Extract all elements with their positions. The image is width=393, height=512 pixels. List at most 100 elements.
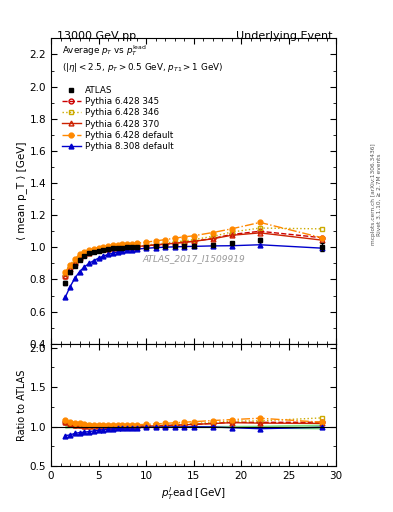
Pythia 8.308 default [87,260,92,266]
Pythia 6.428 346 [87,248,92,254]
Pythia 6.428 default [125,241,129,247]
Pythia 6.428 346 [172,239,177,245]
Line: Pythia 6.428 345: Pythia 6.428 345 [63,229,324,279]
Pythia 6.428 345 [258,228,263,234]
Pythia 6.428 346 [120,244,125,250]
Pythia 6.428 370 [87,249,92,255]
Text: ATLAS_2017_I1509919: ATLAS_2017_I1509919 [142,254,245,263]
Pythia 6.428 370 [229,232,234,239]
Pythia 6.428 346 [68,263,72,269]
Pythia 6.428 370 [120,244,125,250]
Pythia 6.428 370 [191,238,196,244]
Pythia 6.428 default [101,244,106,250]
Pythia 6.428 346 [163,240,167,246]
Pythia 6.428 345 [153,242,158,248]
Pythia 6.428 370 [82,252,87,258]
Text: Underlying Event: Underlying Event [235,31,332,41]
Pythia 6.428 345 [125,244,129,250]
Pythia 6.428 default [163,237,167,243]
X-axis label: $p_T^l{\rm ead}$ [GeV]: $p_T^l{\rm ead}$ [GeV] [161,485,226,502]
Pythia 6.428 346 [63,271,68,277]
Pythia 6.428 370 [320,237,324,243]
Pythia 8.308 default [115,249,120,255]
Pythia 6.428 default [210,229,215,236]
Pythia 6.428 345 [115,245,120,251]
Pythia 6.428 370 [77,255,82,261]
Pythia 8.308 default [210,243,215,249]
Pythia 6.428 346 [106,245,110,251]
Pythia 6.428 345 [110,245,115,251]
Pythia 6.428 345 [163,241,167,247]
Pythia 6.428 345 [101,246,106,252]
Pythia 6.428 346 [96,246,101,252]
Pythia 6.428 345 [134,244,139,250]
Pythia 6.428 370 [110,245,115,251]
Pythia 6.428 345 [182,239,186,245]
Pythia 6.428 370 [172,240,177,246]
Pythia 6.428 345 [320,234,324,241]
Pythia 6.428 346 [72,258,77,264]
Pythia 6.428 370 [68,266,72,272]
Pythia 8.308 default [144,245,149,251]
Pythia 6.428 370 [153,242,158,248]
Pythia 6.428 345 [144,243,149,249]
Pythia 6.428 346 [182,238,186,244]
Pythia 8.308 default [182,244,186,250]
Pythia 6.428 346 [258,225,263,231]
Pythia 6.428 346 [92,247,96,253]
Pythia 6.428 346 [110,244,115,250]
Pythia 6.428 345 [210,236,215,242]
Y-axis label: Ratio to ATLAS: Ratio to ATLAS [17,369,27,440]
Pythia 6.428 default [134,240,139,246]
Pythia 6.428 345 [120,244,125,250]
Pythia 6.428 default [77,251,82,258]
Pythia 6.428 345 [191,238,196,244]
Pythia 6.428 346 [153,241,158,247]
Pythia 6.428 345 [72,260,77,266]
Pythia 6.428 default [229,226,234,232]
Pythia 8.308 default [106,251,110,258]
Pythia 6.428 default [144,239,149,245]
Pythia 8.308 default [258,242,263,248]
Pythia 6.428 default [115,242,120,248]
Text: Average $p_T$ vs $p_T^{\rm lead}$
($|\eta|<2.5$, $p_T>0.5$ GeV, $p_{T1}>1$ GeV): Average $p_T$ vs $p_T^{\rm lead}$ ($|\et… [62,43,224,74]
Line: Pythia 6.428 346: Pythia 6.428 346 [63,226,324,276]
Pythia 6.428 default [120,241,125,247]
Pythia 6.428 default [153,238,158,244]
Pythia 6.428 default [191,232,196,239]
Pythia 6.428 346 [320,226,324,232]
Pythia 6.428 default [172,235,177,241]
Pythia 6.428 default [68,262,72,268]
Y-axis label: ⟨ mean p_T ⟩ [GeV]: ⟨ mean p_T ⟩ [GeV] [16,142,27,240]
Pythia 8.308 default [68,284,72,290]
Line: Pythia 6.428 370: Pythia 6.428 370 [63,230,324,279]
Pythia 6.428 370 [134,244,139,250]
Pythia 6.428 345 [172,240,177,246]
Pythia 8.308 default [77,268,82,274]
Pythia 6.428 370 [63,273,68,280]
Pythia 8.308 default [129,246,134,252]
Pythia 6.428 346 [125,243,129,249]
Pythia 6.428 default [129,241,134,247]
Pythia 6.428 370 [182,239,186,245]
Pythia 6.428 346 [210,233,215,240]
Pythia 6.428 345 [92,248,96,254]
Legend: ATLAS, Pythia 6.428 345, Pythia 6.428 346, Pythia 6.428 370, Pythia 6.428 defaul: ATLAS, Pythia 6.428 345, Pythia 6.428 34… [58,82,177,155]
Pythia 6.428 default [320,234,324,241]
Pythia 6.428 345 [129,244,134,250]
Pythia 8.308 default [82,264,87,270]
Pythia 8.308 default [172,244,177,250]
Pythia 8.308 default [320,245,324,251]
Pythia 6.428 default [182,234,186,240]
Pythia 6.428 346 [229,229,234,235]
Pythia 6.428 370 [72,260,77,266]
Pythia 8.308 default [120,248,125,254]
Pythia 6.428 346 [82,250,87,256]
Pythia 8.308 default [63,294,68,300]
Pythia 6.428 346 [115,244,120,250]
Pythia 6.428 345 [87,249,92,255]
Pythia 6.428 370 [92,248,96,254]
Pythia 6.428 345 [63,273,68,280]
Pythia 8.308 default [153,245,158,251]
Pythia 6.428 370 [115,245,120,251]
